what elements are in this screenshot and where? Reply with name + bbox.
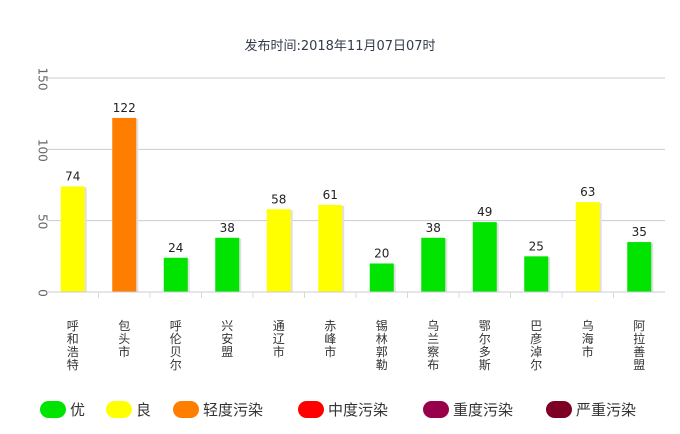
legend-swatch	[173, 401, 199, 418]
legend-swatch	[40, 401, 66, 418]
bar	[421, 237, 446, 292]
y-tick-label: 50	[36, 214, 50, 229]
grid-lines	[47, 77, 665, 293]
bar	[215, 237, 240, 292]
x-category-label: 乌兰察布	[427, 318, 439, 372]
legend-label: 轻度污染	[203, 401, 263, 419]
bar-value-label: 24	[168, 241, 183, 255]
legend: 优 良 轻度污染 中度污染 重度污染 严重污染	[40, 401, 636, 419]
bar	[627, 242, 652, 292]
legend-swatch	[298, 401, 324, 418]
x-category-label: 锡林郭勒	[376, 318, 388, 372]
x-category-label: 呼和浩特	[67, 319, 79, 372]
x-category-label: 阿拉善盟	[633, 319, 645, 372]
legend-item: 轻度污染	[173, 401, 263, 419]
bar	[163, 257, 188, 292]
bar	[266, 209, 291, 292]
bar	[112, 117, 137, 293]
x-category-label: 乌海市	[582, 318, 594, 359]
bar	[369, 263, 394, 292]
bars: 74 122 24 38 58 61 20 38 49 25 63 35	[60, 101, 654, 293]
bar-value-label: 38	[220, 221, 235, 235]
legend-item: 优	[40, 401, 85, 419]
x-category-label: 通辽市	[273, 319, 285, 359]
legend-label: 严重污染	[576, 401, 636, 419]
x-category-label: 兴安盟	[221, 319, 233, 359]
bar	[575, 202, 600, 292]
bar-value-label: 58	[271, 192, 286, 206]
y-tick-label: 100	[36, 139, 50, 162]
legend-item: 严重污染	[546, 401, 636, 419]
legend-item: 重度污染	[423, 401, 513, 419]
legend-item: 良	[106, 401, 151, 419]
bar-value-label: 63	[580, 185, 595, 199]
bar-value-label: 35	[632, 225, 647, 239]
legend-swatch	[106, 401, 132, 418]
bar-value-label: 61	[323, 188, 338, 202]
x-category-label: 巴彦淖尔	[530, 319, 542, 372]
y-tick-label: 150	[36, 68, 50, 91]
legend-label: 中度污染	[328, 401, 388, 419]
legend-label: 重度污染	[453, 401, 513, 419]
bar-value-label: 122	[113, 101, 136, 115]
legend-label: 优	[70, 401, 85, 419]
legend-swatch	[423, 401, 449, 418]
bar	[472, 222, 497, 292]
bar-value-label: 74	[65, 169, 80, 183]
bar-value-label: 38	[426, 221, 441, 235]
chart-subtitle: 发布时间:2018年11月07日07时	[244, 38, 435, 54]
y-axis: 0 50 100 150	[36, 68, 50, 297]
bar	[318, 204, 343, 292]
x-axis: 呼和浩特 包头市 呼伦贝尔 兴安盟 通辽市 赤峰市 锡林郭勒 乌兰察布 鄂尔多斯 巴彦淖尔 乌海市 阿…	[47, 291, 665, 372]
x-category-label: 呼伦贝尔	[170, 319, 182, 372]
bar	[60, 186, 85, 292]
x-category-label: 赤峰市	[324, 319, 336, 359]
y-tick-label: 0	[36, 289, 50, 297]
x-category-label: 鄂尔多斯	[479, 319, 491, 372]
legend-label: 良	[136, 401, 151, 419]
legend-item: 中度污染	[298, 401, 388, 419]
bar-value-label: 49	[477, 205, 492, 219]
legend-swatch	[546, 401, 572, 418]
bar-value-label: 25	[529, 239, 544, 253]
x-category-label: 包头市	[118, 319, 130, 359]
bar-value-label: 20	[374, 246, 389, 260]
bar	[524, 256, 549, 292]
